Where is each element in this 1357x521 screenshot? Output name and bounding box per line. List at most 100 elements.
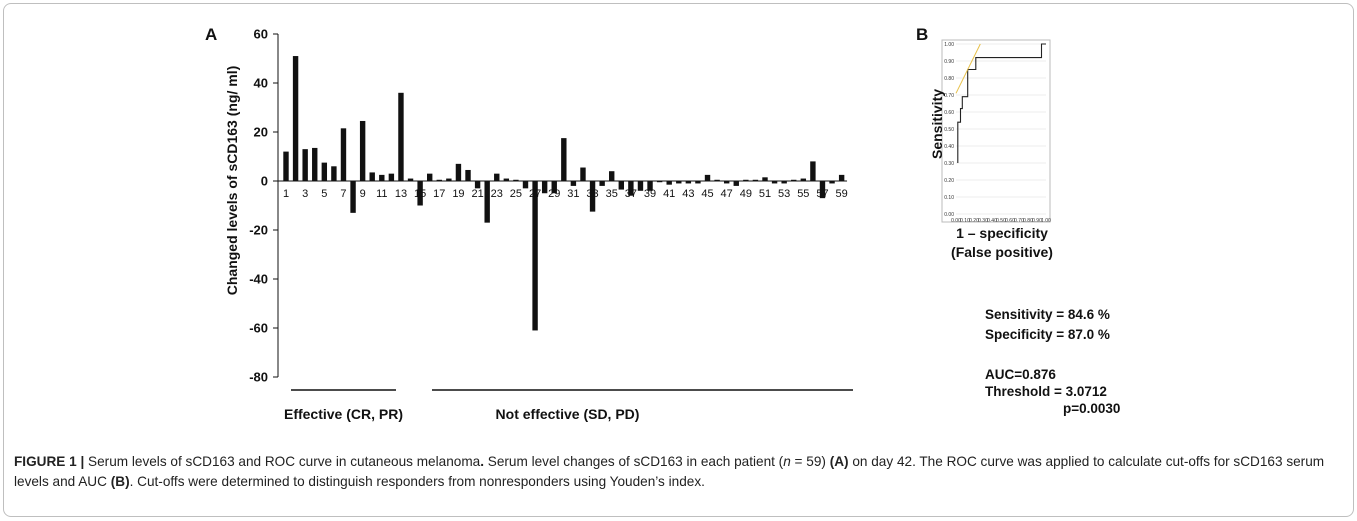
bar (580, 167, 586, 181)
x-tick-label: 53 (778, 188, 790, 200)
bar (417, 181, 423, 206)
x-tick-label: 31 (567, 188, 579, 200)
plot-frame (941, 39, 1051, 223)
bar (541, 181, 548, 194)
bar (637, 181, 644, 191)
x-tick-label: 0.90 (1032, 218, 1042, 224)
bar (379, 174, 385, 181)
p-value-stat: p=0.0030 (1063, 401, 1121, 416)
x-tick-label: 47 (721, 188, 733, 200)
y-axis-label: Sensitivity (929, 89, 945, 159)
youden-tangent-line (955, 43, 981, 94)
x-tick-label: 27 (529, 188, 541, 200)
y-tick-label: 0.90 (944, 59, 954, 65)
bar (532, 181, 538, 331)
y-tick-label: 60 (254, 27, 268, 42)
y-tick-label: -60 (249, 321, 268, 336)
y-tick-label: 1.00 (944, 42, 954, 48)
x-tick-label: 1 (283, 188, 289, 200)
x-tick-label: 0.00 (951, 218, 961, 224)
x-tick-label: 33 (586, 188, 598, 200)
x-tick-label: 23 (491, 188, 503, 200)
bar (714, 179, 720, 181)
figure-frame (3, 3, 1354, 517)
bar (340, 128, 347, 181)
bar (676, 181, 682, 184)
bar (656, 181, 663, 183)
group-label: Not effective (SD, PD) (496, 406, 640, 422)
bar (407, 178, 414, 181)
x-tick-label: 49 (740, 188, 752, 200)
x-tick-label: 1.00 (1041, 218, 1051, 224)
x-tick-label: 39 (644, 188, 656, 200)
bar (369, 172, 375, 181)
x-tick-label: 51 (759, 188, 771, 200)
bar (436, 179, 442, 181)
roc-curve-line (957, 43, 1046, 163)
bar (800, 178, 807, 181)
y-tick-label: 0 (261, 174, 268, 189)
bar (312, 147, 318, 181)
bar (331, 166, 337, 181)
bar (589, 181, 596, 212)
caption-text-2: = 59) (790, 454, 830, 469)
bar (704, 174, 711, 181)
bar (494, 173, 500, 181)
sensitivity-stat: Sensitivity = 84.6 % (985, 307, 1110, 322)
bar (771, 181, 778, 184)
caption-text-4: . Cut-offs were determined to distinguis… (129, 474, 705, 489)
bar (388, 173, 395, 181)
y-tick-label: 0.70 (944, 93, 954, 99)
bar (465, 169, 471, 181)
bar (819, 181, 826, 199)
bar (781, 181, 787, 184)
y-axis-label: Changed levels of sCD163 (ng/ ml) (224, 66, 240, 296)
bar (647, 181, 653, 191)
x-tick-label: 0.60 (1005, 218, 1015, 224)
bar (695, 181, 701, 184)
x-tick-label: 0.10 (960, 218, 970, 224)
specificity-stat: Specificity = 87.0 % (985, 327, 1110, 342)
y-tick-label: 0.30 (944, 161, 954, 167)
x-tick-label: 11 (376, 188, 387, 200)
roc-chart-panel-b: 1.000.900.800.700.600.500.400.300.200.10… (929, 39, 1053, 260)
x-tick-label: 0.50 (996, 218, 1006, 224)
y-tick-label: 0.50 (944, 127, 954, 133)
bar (609, 171, 615, 181)
group-label: Effective (CR, PR) (284, 406, 403, 422)
x-axis-label-line1: 1 – specificity (956, 225, 1048, 241)
bar (723, 181, 730, 184)
x-tick-label: 25 (510, 188, 522, 200)
y-tick-label: 40 (254, 76, 268, 91)
x-tick-label: 17 (433, 188, 445, 200)
bar (733, 181, 739, 186)
x-tick-label: 0.40 (987, 218, 997, 224)
caption-title-end: . (480, 454, 484, 469)
x-tick-label: 13 (395, 188, 407, 200)
caption-text-1: Serum level changes of sCD163 in each pa… (483, 454, 784, 469)
x-tick-label: 0.80 (1023, 218, 1033, 224)
y-tick-label: 0.40 (944, 144, 954, 150)
y-tick-label: 0.60 (944, 110, 954, 116)
x-tick-label: 0.20 (969, 218, 979, 224)
bar (455, 163, 462, 181)
x-tick-label: 35 (606, 188, 618, 200)
y-tick-label: 0.10 (944, 195, 954, 201)
bar (302, 149, 308, 181)
bar (666, 181, 672, 185)
bar (283, 151, 289, 181)
x-tick-label: 37 (625, 188, 637, 200)
bar (446, 178, 452, 181)
bar (359, 120, 366, 181)
bar (685, 181, 692, 184)
auc-stat: AUC=0.876 (985, 367, 1056, 382)
x-tick-label: 29 (548, 188, 560, 200)
bar (522, 181, 529, 189)
bar (618, 181, 624, 190)
y-tick-label: -40 (249, 272, 268, 287)
x-tick-label: 43 (682, 188, 694, 200)
caption-ref-b: (B) (110, 474, 130, 489)
caption-ref-a: (A) (829, 454, 849, 469)
x-tick-label: 9 (360, 188, 366, 200)
